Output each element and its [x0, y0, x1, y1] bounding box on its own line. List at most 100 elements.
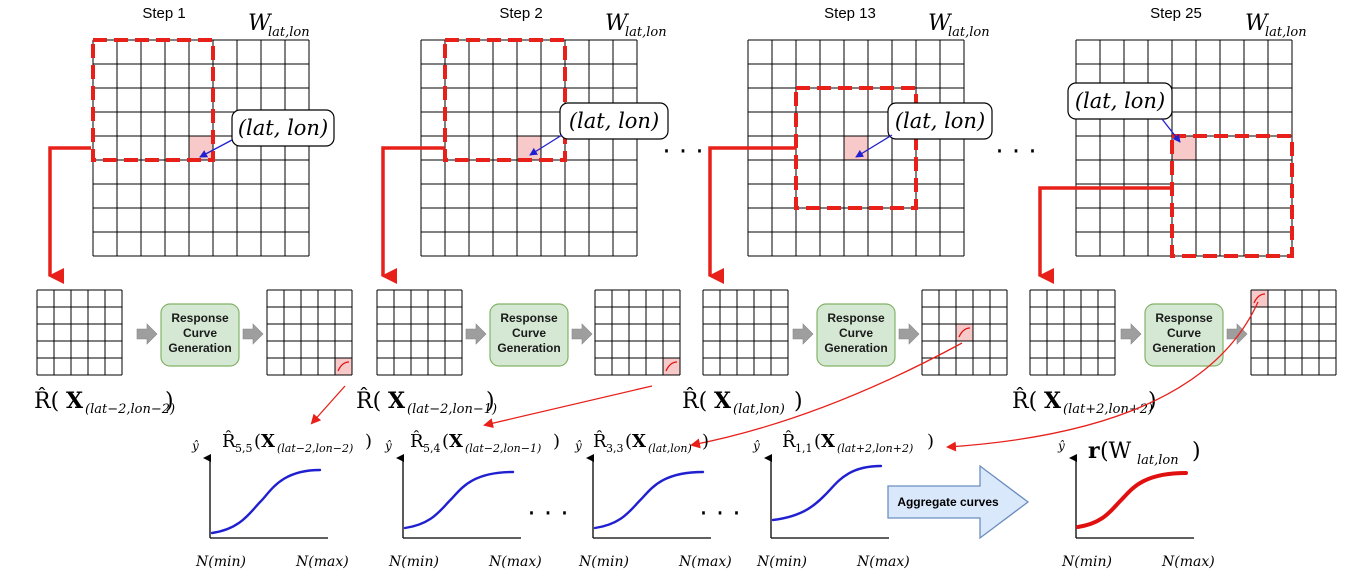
target-cell — [517, 136, 541, 160]
generator-label: Curve — [1167, 326, 1201, 340]
ellipsis-bottom-2: · · · — [699, 499, 740, 529]
r-hat-label-2: R̂( X (lat−2,lon−1) ) — [356, 388, 497, 417]
generator-label: Curve — [512, 326, 546, 340]
window-arrow-1 — [48, 146, 91, 284]
svg-text:X: X — [632, 431, 646, 452]
svg-text:W: W — [1245, 11, 1270, 36]
window-arrow-2 — [381, 146, 445, 284]
svg-text:R̂: R̂ — [593, 430, 607, 452]
flow-arrow — [136, 323, 158, 345]
step-13-label: Step 13 — [824, 5, 876, 22]
response-curve — [403, 470, 515, 530]
svg-text:): ) — [927, 431, 934, 452]
aggregated-curve-plot: ŷ N(min) N(max) — [1057, 439, 1215, 570]
svg-text:(lat,lon): (lat,lon) — [648, 442, 692, 455]
sliding-window — [443, 38, 567, 162]
x-min-label: N(min) — [756, 554, 807, 570]
ellipsis-top-2: · · · — [995, 137, 1036, 167]
plot-title-4: R̂ 1,1 ( X (lat+2,lon+2) ) — [782, 430, 934, 455]
generator-label: Generation — [824, 341, 887, 355]
connector-arrow-2 — [483, 385, 653, 429]
svg-text:lat,lon: lat,lon — [1265, 25, 1307, 40]
svg-text:R̂(: R̂( — [682, 388, 707, 414]
output-grid-2 — [594, 289, 681, 376]
r-hat-label-1: R̂( X (lat−2,lon−2) ) — [34, 388, 175, 417]
svg-text:): ) — [702, 431, 709, 452]
svg-text:(lat+2,lon+2): (lat+2,lon+2) — [837, 442, 913, 455]
svg-text:W: W — [928, 11, 953, 36]
flow-arrow — [242, 323, 264, 345]
generator-label: Response — [500, 311, 558, 325]
svg-text:R̂: R̂ — [782, 430, 796, 452]
curve-plots: ŷN(min) N(max)ŷN(min) N(max)ŷN(min) N(max)ŷ… — [191, 439, 1215, 570]
svg-text:): ) — [1192, 439, 1201, 464]
cell-callout-3: (lat, lon) — [855, 102, 993, 158]
grid-label-1: W lat,lon — [248, 11, 310, 40]
svg-text:X: X — [449, 431, 463, 452]
svg-text:): ) — [365, 431, 372, 452]
spatial-grid-1 — [91, 38, 310, 257]
curve-plot-3: ŷ N(min) N(max) — [574, 439, 732, 570]
input-grid-4 — [1029, 289, 1116, 376]
connector-arrow-4 — [946, 301, 1259, 452]
aggregate-arrow: Aggregate curves — [887, 464, 1030, 540]
mini-curve — [958, 327, 971, 338]
output-grid-3 — [921, 289, 1008, 376]
sliding-window — [91, 38, 215, 162]
flow-arrow — [465, 323, 487, 345]
svg-text:): ) — [165, 389, 174, 414]
svg-text:lat,lon: lat,lon — [948, 25, 990, 40]
svg-text:(lat, lon): (lat, lon) — [569, 109, 659, 133]
svg-text:R̂: R̂ — [410, 430, 424, 452]
response-curve — [210, 468, 322, 535]
input-grid-3 — [702, 289, 789, 376]
flow-arrow — [792, 323, 814, 345]
svg-text:R̂(: R̂( — [356, 388, 381, 414]
x-max-label: N(max) — [856, 554, 910, 570]
flow-arrow — [571, 323, 593, 345]
grid-label-2: W lat,lon — [605, 11, 667, 40]
svg-text:(: ( — [442, 431, 449, 452]
svg-text:1,1: 1,1 — [795, 442, 813, 455]
generator-label: Generation — [497, 341, 560, 355]
generator-label: Generation — [168, 341, 231, 355]
svg-text:(W: (W — [1100, 439, 1132, 464]
curve-plot-4: ŷ N(min) N(max) — [752, 439, 910, 570]
generator-label: Response — [171, 311, 229, 325]
spatial-grid-4 — [1075, 39, 1294, 258]
svg-text:lat,lon: lat,lon — [1137, 453, 1179, 468]
svg-text:5,5: 5,5 — [235, 442, 253, 455]
svg-text:3,3: 3,3 — [606, 442, 624, 455]
svg-text:(lat−2,lon−1): (lat−2,lon−1) — [465, 442, 541, 455]
generator-label: Generation — [1152, 341, 1215, 355]
r-hat-label-3: R̂( X (lat,lon) ) — [682, 388, 803, 417]
step-2-label: Step 2 — [499, 5, 542, 22]
x-min-label: N(min) — [388, 554, 439, 570]
svg-text:): ) — [553, 431, 560, 452]
svg-text:X: X — [388, 388, 406, 414]
x-min-label: N(min) — [578, 554, 629, 570]
svg-text:): ) — [486, 389, 495, 414]
generator-label: Curve — [183, 326, 217, 340]
generator-label: Curve — [839, 326, 873, 340]
svg-text:(lat, lon): (lat, lon) — [238, 116, 328, 140]
mini-curve — [337, 361, 350, 372]
svg-text:X: X — [1044, 388, 1062, 414]
x-max-label: N(max) — [678, 554, 732, 570]
result-plot-title: r (W lat,lon ) — [1088, 438, 1201, 468]
plot-title-2: R̂ 5,4 ( X (lat−2,lon−1) ) — [410, 430, 560, 455]
ellipsis-bottom-1: · · · — [527, 499, 568, 529]
svg-text:lat,lon: lat,lon — [268, 25, 310, 40]
output-grid-4 — [1250, 289, 1337, 376]
svg-text:X: X — [261, 431, 275, 452]
response-curve — [771, 464, 883, 522]
grid-label-4: W lat,lon — [1245, 11, 1307, 40]
plot-title-1: R̂ 5,5 ( X (lat−2,lon−2) ) — [222, 430, 372, 455]
x-max-label: N(max) — [488, 554, 542, 570]
y-axis-label: ŷ — [752, 439, 760, 453]
input-grid-2 — [376, 289, 463, 376]
window-arrow-3 — [708, 146, 796, 284]
